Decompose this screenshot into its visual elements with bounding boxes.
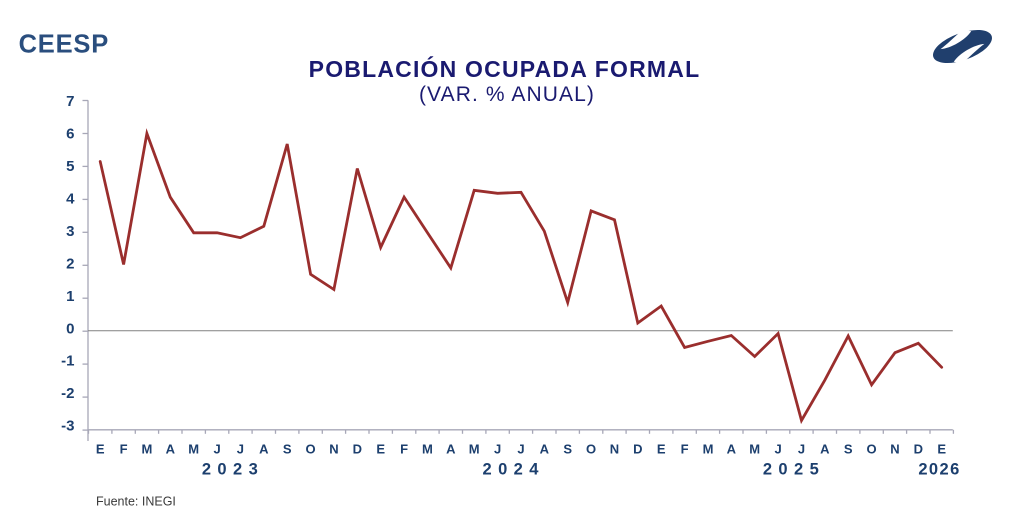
svg-text:O: O (586, 442, 596, 457)
svg-text:D: D (633, 442, 642, 457)
svg-text:POBLACIÓN OCUPADA FORMAL: POBLACIÓN OCUPADA FORMAL (309, 55, 701, 82)
svg-text:J: J (494, 442, 501, 457)
svg-text:0: 0 (66, 320, 74, 337)
svg-text:F: F (681, 442, 689, 457)
svg-text:-1: -1 (61, 353, 74, 370)
svg-text:M: M (422, 442, 433, 457)
svg-text:2024: 2024 (483, 461, 545, 479)
svg-text:F: F (400, 442, 408, 457)
svg-text:7: 7 (66, 93, 74, 110)
svg-text:D: D (353, 442, 362, 457)
svg-text:J: J (237, 442, 244, 457)
svg-text:-2: -2 (61, 385, 74, 402)
svg-text:1: 1 (66, 288, 74, 305)
svg-text:F: F (120, 442, 128, 457)
svg-text:CEESP: CEESP (19, 31, 109, 59)
svg-text:J: J (517, 442, 524, 457)
svg-text:2: 2 (66, 255, 74, 272)
svg-text:-3: -3 (61, 418, 74, 435)
svg-text:A: A (166, 442, 176, 457)
svg-text:A: A (259, 442, 269, 457)
svg-text:A: A (820, 442, 830, 457)
svg-text:E: E (376, 442, 385, 457)
svg-text:J: J (798, 442, 805, 457)
svg-text:(VAR. % ANUAL): (VAR. % ANUAL) (419, 83, 595, 106)
svg-text:E: E (937, 442, 946, 457)
svg-text:S: S (283, 442, 292, 457)
svg-text:S: S (844, 442, 853, 457)
svg-text:O: O (867, 442, 877, 457)
svg-text:5: 5 (66, 158, 74, 175)
svg-text:M: M (703, 442, 714, 457)
svg-text:E: E (96, 442, 105, 457)
svg-text:Fuente: INEGI: Fuente: INEGI (96, 495, 176, 509)
svg-text:A: A (727, 442, 737, 457)
svg-text:M: M (141, 442, 152, 457)
svg-text:2025: 2025 (763, 461, 825, 479)
svg-text:J: J (213, 442, 220, 457)
svg-text:J: J (774, 442, 781, 457)
svg-text:E: E (657, 442, 666, 457)
svg-text:6: 6 (66, 126, 74, 143)
svg-text:2026: 2026 (918, 461, 960, 479)
svg-text:M: M (749, 442, 760, 457)
svg-text:N: N (610, 442, 619, 457)
svg-text:4: 4 (66, 191, 75, 208)
svg-text:M: M (469, 442, 480, 457)
svg-text:N: N (890, 442, 899, 457)
svg-text:2023: 2023 (202, 461, 264, 479)
svg-text:S: S (563, 442, 572, 457)
svg-text:O: O (306, 442, 316, 457)
svg-text:M: M (188, 442, 199, 457)
svg-text:D: D (914, 442, 923, 457)
svg-text:A: A (446, 442, 456, 457)
svg-text:3: 3 (66, 223, 74, 240)
svg-text:A: A (540, 442, 550, 457)
svg-text:N: N (329, 442, 338, 457)
